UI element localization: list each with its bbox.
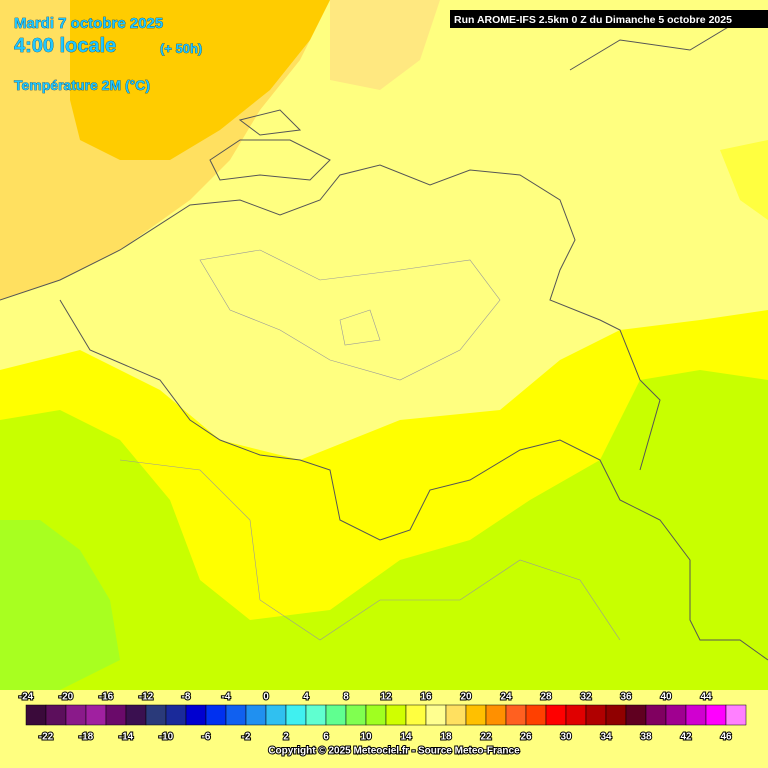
legend-label: -24 [19,692,34,703]
yellow-patch [720,140,768,220]
legend-swatch [245,704,267,726]
legend-label: 38 [640,732,652,743]
legend-swatch [325,704,347,726]
warmest-zone [70,0,330,160]
legend-label: 44 [700,692,712,703]
copyright: Copyright © 2025 Meteociel.fr - Source M… [268,746,520,757]
parameter: Température 2M (°C) [14,77,150,93]
legend-label: 32 [580,692,592,703]
date: Mardi 7 octobre 2025 [14,15,163,32]
legend-swatch [565,704,587,726]
legend-label: 12 [380,692,392,703]
warm-patch [330,0,440,90]
legend-swatch [725,704,747,726]
legend-swatch [605,704,627,726]
green-zone [0,370,768,690]
run-box [450,10,768,28]
legend-label: 36 [620,692,632,703]
legend-label: 14 [400,732,412,743]
legend-swatch [345,704,367,726]
legend-label: 0 [263,692,269,703]
legend-swatch [665,704,687,726]
legend-swatch [385,704,407,726]
legend-swatch [365,704,387,726]
legend-label: 30 [560,732,572,743]
legend-label: -2 [242,732,251,743]
legend-swatch [525,704,547,726]
country-border [59,299,768,661]
legend-label: 46 [720,732,732,743]
legend-swatch [185,704,207,726]
time: 4:00 locale [14,35,116,57]
legend-label: 22 [480,732,492,743]
legend-label: -12 [139,692,154,703]
legend-label: 6 [323,732,329,743]
coast-border [0,164,661,471]
legend-swatch [465,704,487,726]
legend-label: -14 [119,732,134,743]
legend-swatch [705,704,727,726]
legend-label: 10 [360,732,372,743]
run-info: Run AROME-IFS 2.5km 0 Z du Dimanche 5 oc… [454,14,732,26]
legend-label: 26 [520,732,532,743]
legend-label: -8 [182,692,191,703]
legend-label: -22 [39,732,54,743]
legend-swatch [45,704,67,726]
legend-label: 34 [600,732,612,743]
greener-zone [0,520,120,690]
legend-label: 2 [283,732,289,743]
legend-label: -10 [159,732,174,743]
province-borders [199,249,501,381]
legend-swatch [125,704,147,726]
legend-label: 24 [500,692,512,703]
legend-label: -16 [99,692,114,703]
legend-swatch [105,704,127,726]
region-borders [119,459,621,641]
legend-label: -20 [59,692,74,703]
legend-swatch [65,704,87,726]
legend-swatch [85,704,107,726]
legend-swatch [285,704,307,726]
legend-label: -4 [222,692,231,703]
legend-swatch [445,704,467,726]
legend-label: 20 [460,692,472,703]
legend-swatch [265,704,287,726]
legend: -24-22-20-18-16-14-12-10-8-6-4-202468101… [18,691,747,744]
legend-swatch [165,704,187,726]
legend-label: 8 [343,692,349,703]
legend-swatch [685,704,707,726]
lead-time: (+ 50h) [160,41,202,56]
legend-swatch [225,704,247,726]
legend-label: 28 [540,692,552,703]
legend-swatch [145,704,167,726]
legend-swatch [625,704,647,726]
islands [209,109,331,181]
legend-swatch [405,704,427,726]
legend-swatch [305,704,327,726]
legend-label: 40 [660,692,672,703]
legend-swatch [585,704,607,726]
legend-label: -18 [79,732,94,743]
legend-swatch [545,704,567,726]
legend-swatch [645,704,667,726]
legend-label: 18 [440,732,452,743]
legend-swatch [25,704,47,726]
legend-label: 4 [303,692,309,703]
legend-label: 16 [420,692,432,703]
legend-label: -6 [202,732,211,743]
legend-swatch [485,704,507,726]
legend-swatch [205,704,227,726]
legend-swatch [505,704,527,726]
legend-swatch [425,704,447,726]
legend-label: 42 [680,732,692,743]
